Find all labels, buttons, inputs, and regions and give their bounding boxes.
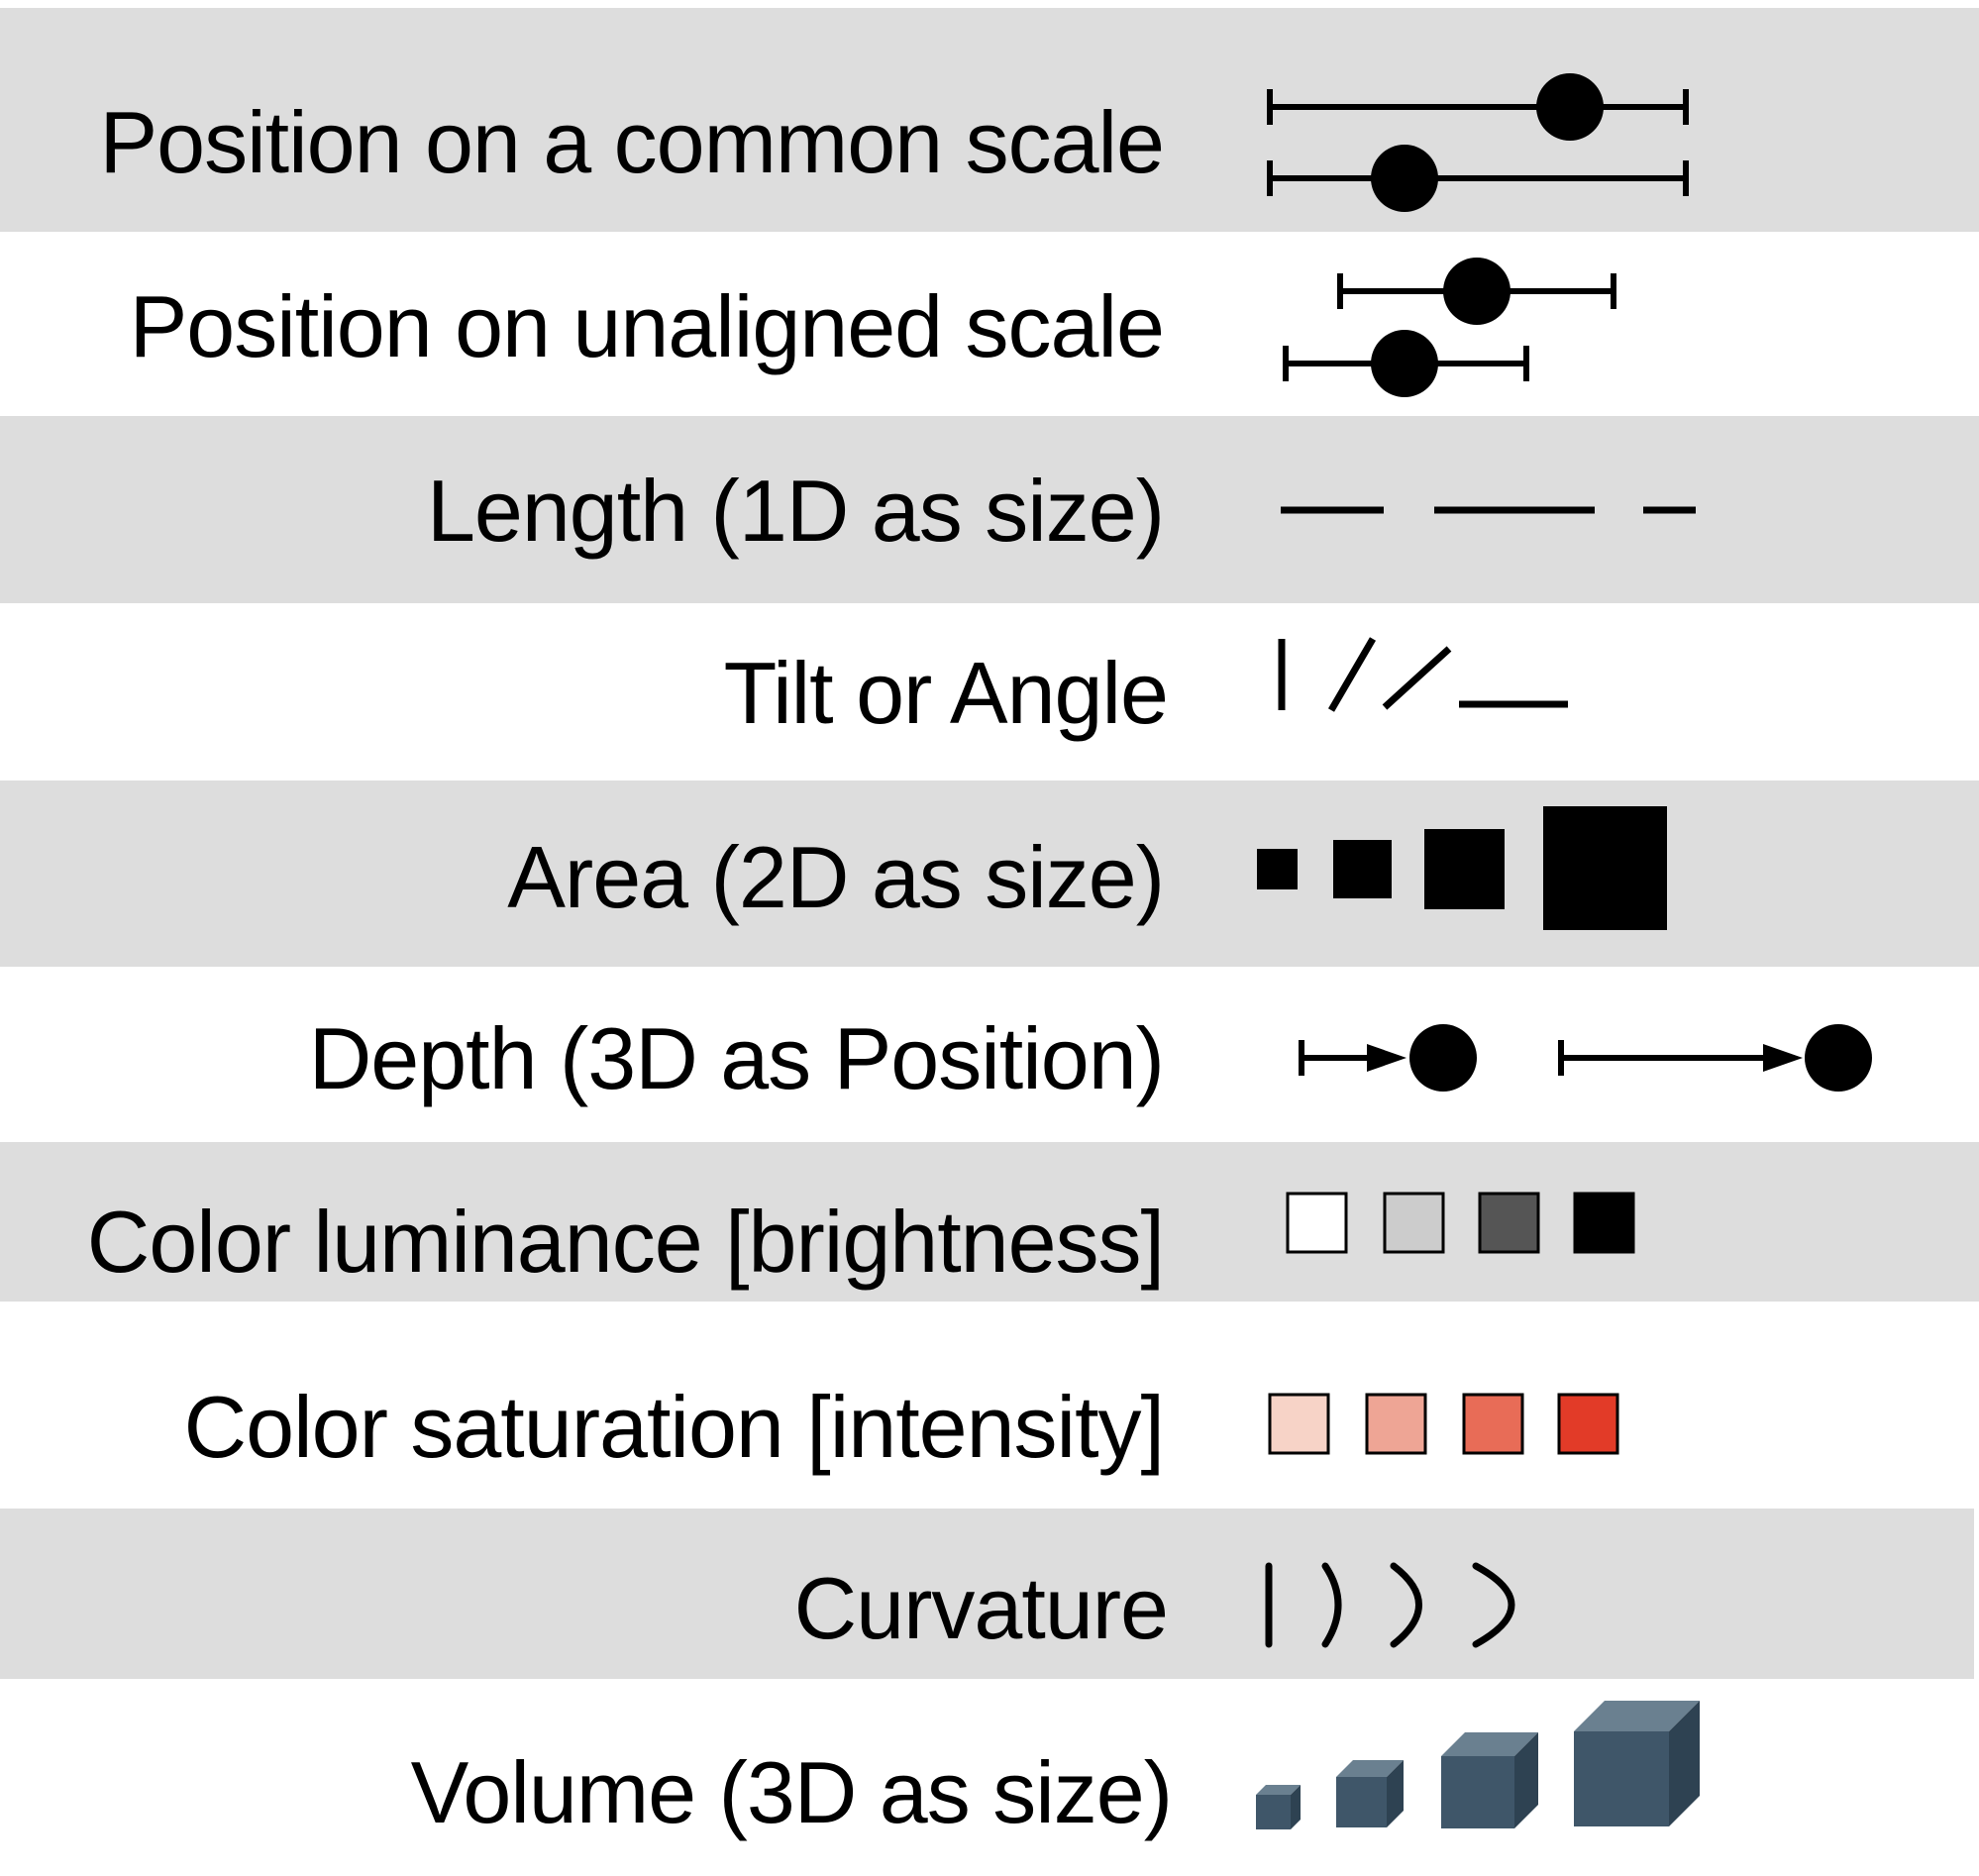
depth-dot: [1409, 1024, 1477, 1092]
luminance-swatch: [1573, 1192, 1635, 1254]
label-length: Length (1D as size): [426, 462, 1165, 560]
depth-arrowhead: [1763, 1044, 1803, 1072]
row-band-color-luminance: [0, 1142, 1979, 1302]
label-depth: Depth (3D as Position): [308, 1009, 1165, 1107]
luminance-swatch: [1383, 1192, 1445, 1254]
dot-on-range-icon: [1267, 89, 1689, 196]
red-swatch-icon: [1268, 1393, 1619, 1455]
label-position-unaligned-scale: Position on unaligned scale: [129, 277, 1165, 375]
position-dots: [1371, 73, 1604, 212]
curve-mark: [1321, 1562, 1342, 1648]
volume-cube: [1574, 1701, 1700, 1826]
curve-mark: [1390, 1562, 1422, 1648]
curve-mark: [1472, 1562, 1515, 1648]
arrow-to-dot-icon: [1299, 1024, 1872, 1092]
label-position-common-scale: Position on a common scale: [99, 93, 1165, 191]
area-square: [1333, 840, 1392, 898]
position-dot: [1536, 73, 1604, 141]
gray-swatch-icon: [1286, 1192, 1635, 1254]
depth-arrowhead: [1367, 1044, 1406, 1072]
position-dot: [1371, 330, 1438, 397]
saturation-swatch: [1462, 1393, 1524, 1455]
saturation-swatch: [1268, 1393, 1330, 1455]
volume-cube: [1441, 1732, 1538, 1828]
luminance-swatch: [1478, 1192, 1540, 1254]
volume-cube: [1336, 1760, 1404, 1827]
label-color-luminance: Color luminance [brightness]: [86, 1193, 1165, 1291]
row-band-curvature: [0, 1509, 1974, 1679]
depth-dot: [1805, 1024, 1872, 1092]
area-square: [1543, 806, 1667, 930]
unaligned-dots: [1371, 258, 1510, 397]
label-volume: Volume (3D as size): [410, 1743, 1173, 1841]
label-area: Area (2D as size): [507, 828, 1165, 926]
label-color-saturation: Color saturation [intensity]: [183, 1378, 1165, 1476]
area-square: [1424, 829, 1505, 909]
position-dot: [1371, 145, 1438, 212]
area-square: [1257, 849, 1298, 889]
label-curvature: Curvature: [793, 1559, 1169, 1657]
tilted-line-icon: [1278, 637, 1568, 712]
square-icon: [1257, 806, 1667, 930]
volume-cube: [1256, 1785, 1301, 1829]
cube-icon: [1256, 1701, 1700, 1829]
saturation-swatch: [1557, 1393, 1619, 1455]
saturation-swatch: [1365, 1393, 1427, 1455]
angle-line: [1382, 646, 1452, 710]
angle-line: [1327, 637, 1377, 712]
row-band-position-common-scale: [0, 8, 1979, 232]
luminance-swatch: [1286, 1192, 1348, 1254]
curved-line-icon: [1265, 1562, 1515, 1648]
position-dot: [1443, 258, 1510, 325]
label-tilt-angle: Tilt or Angle: [723, 644, 1169, 742]
